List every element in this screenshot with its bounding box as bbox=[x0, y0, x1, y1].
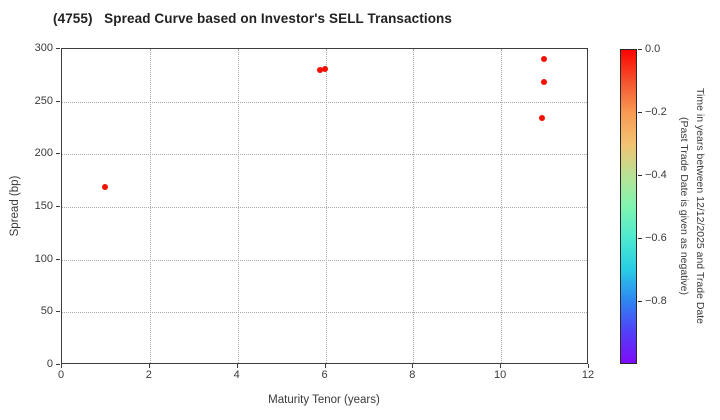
y-tick-label: 150 bbox=[34, 200, 53, 212]
x-tick-label: 12 bbox=[581, 369, 595, 381]
y-tick bbox=[56, 48, 60, 49]
x-tick bbox=[236, 364, 238, 368]
data-point bbox=[317, 67, 324, 74]
colorbar-title-line2: (Past Trade Date is given as negative) bbox=[678, 117, 690, 296]
colorbar-tick bbox=[638, 49, 642, 50]
y-tick bbox=[56, 206, 60, 207]
y-tick-label: 250 bbox=[34, 94, 53, 107]
chart-title: (4755) Spread Curve based on Investor's … bbox=[53, 11, 452, 26]
x-tick bbox=[61, 364, 62, 368]
x-tick-label: 6 bbox=[321, 369, 328, 381]
x-gridline bbox=[237, 49, 239, 363]
y-tick bbox=[56, 311, 60, 313]
y-gridline bbox=[62, 207, 587, 208]
y-tick bbox=[56, 364, 60, 365]
x-tick-label: 8 bbox=[409, 369, 416, 381]
x-tick bbox=[148, 364, 150, 368]
data-point bbox=[541, 78, 548, 85]
x-gridline bbox=[325, 49, 327, 363]
y-tick-label: 200 bbox=[34, 147, 53, 160]
x-tick bbox=[412, 364, 414, 368]
y-tick bbox=[56, 258, 60, 260]
colorbar-tick bbox=[638, 112, 642, 113]
x-tick-label: 2 bbox=[145, 369, 152, 381]
x-tick-label: 4 bbox=[233, 369, 240, 381]
y-tick-label: 300 bbox=[34, 42, 53, 54]
x-gridline bbox=[149, 49, 151, 363]
x-tick bbox=[324, 364, 326, 368]
data-point bbox=[538, 114, 545, 121]
x-gridline bbox=[501, 49, 503, 363]
colorbar-tick-label: −0.8 bbox=[645, 295, 667, 307]
colorbar-tick bbox=[638, 238, 642, 239]
x-tick bbox=[588, 364, 589, 368]
y-gridline bbox=[62, 312, 587, 314]
y-tick bbox=[56, 153, 60, 155]
data-point bbox=[321, 66, 328, 73]
y-gridline bbox=[62, 154, 587, 156]
plot-area bbox=[61, 48, 588, 364]
colorbar bbox=[620, 49, 637, 364]
colorbar-tick-label: −0.4 bbox=[645, 169, 667, 181]
y-gridline bbox=[62, 101, 587, 103]
x-tick bbox=[500, 364, 502, 368]
colorbar-tick-label: 0.0 bbox=[645, 43, 661, 55]
x-tick-label: 0 bbox=[57, 369, 65, 381]
y-tick-label: 100 bbox=[34, 252, 53, 265]
colorbar-title: Time in years between 12/12/2025 and Tra… bbox=[676, 49, 708, 364]
data-point bbox=[541, 55, 548, 62]
data-point bbox=[101, 184, 108, 191]
x-axis-label: Maturity Tenor (years) bbox=[268, 394, 380, 406]
x-gridline bbox=[413, 49, 415, 363]
colorbar-tick bbox=[638, 175, 642, 176]
colorbar-title-line1: Time in years between 12/12/2025 and Tra… bbox=[694, 88, 706, 325]
y-gridline bbox=[62, 259, 587, 261]
y-tick-label: 0 bbox=[46, 358, 53, 370]
y-tick-label: 50 bbox=[40, 305, 53, 318]
colorbar-tick-label: −0.6 bbox=[645, 232, 667, 244]
y-tick bbox=[56, 100, 60, 102]
colorbar-tick bbox=[638, 301, 642, 302]
colorbar-tick-label: −0.2 bbox=[645, 106, 667, 118]
x-tick-label: 10 bbox=[494, 369, 507, 381]
